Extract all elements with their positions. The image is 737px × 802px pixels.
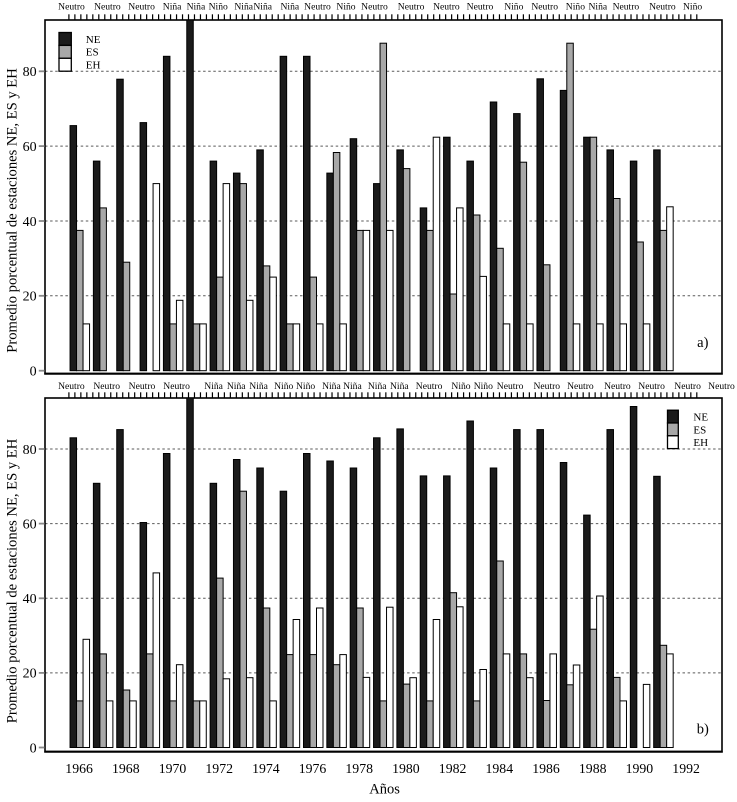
svg-text:Niña: Niña	[588, 1, 607, 12]
svg-text:Neutro: Neutro	[638, 381, 665, 392]
svg-text:Neutro: Neutro	[531, 1, 558, 12]
svg-text:Neutro: Neutro	[649, 1, 676, 12]
svg-text:80: 80	[23, 443, 37, 458]
svg-text:Neutro: Neutro	[567, 381, 594, 392]
svg-text:ES: ES	[693, 424, 706, 436]
svg-text:Neutro: Neutro	[58, 381, 85, 392]
svg-text:60: 60	[23, 140, 37, 155]
svg-text:Niña: Niña	[368, 381, 387, 392]
svg-text:Neutro: Neutro	[604, 381, 631, 392]
svg-text:1988: 1988	[579, 761, 607, 776]
svg-text:Neutro: Neutro	[398, 1, 425, 12]
svg-text:1972: 1972	[205, 761, 233, 776]
svg-text:Neutro: Neutro	[467, 1, 494, 12]
svg-text:1986: 1986	[532, 761, 560, 776]
svg-text:Promedio porcentual de estacio: Promedio porcentual de estaciones NE, ES…	[4, 438, 20, 723]
svg-text:Niña: Niña	[322, 381, 341, 392]
svg-text:Años: Años	[369, 781, 400, 797]
svg-text:Niño: Niño	[451, 381, 470, 392]
svg-text:EH: EH	[86, 60, 101, 72]
svg-text:Neutro: Neutro	[613, 1, 640, 12]
svg-text:Niña: Niña	[204, 381, 223, 392]
svg-text:Neutro: Neutro	[94, 1, 121, 12]
svg-text:Niño: Niño	[209, 1, 228, 12]
svg-text:Niña: Niña	[280, 1, 299, 12]
svg-text:Neutro: Neutro	[163, 381, 190, 392]
svg-text:b): b)	[697, 722, 709, 738]
svg-text:1992: 1992	[672, 761, 700, 776]
svg-text:1968: 1968	[112, 761, 140, 776]
svg-text:Neutro: Neutro	[361, 1, 388, 12]
svg-text:Niña: Niña	[187, 1, 206, 12]
svg-text:Niña: Niña	[390, 381, 409, 392]
svg-text:60: 60	[23, 517, 37, 532]
svg-text:Neutro: Neutro	[304, 1, 331, 12]
svg-text:40: 40	[23, 592, 37, 607]
svg-text:Neutro: Neutro	[533, 381, 560, 392]
svg-text:Niño: Niño	[336, 1, 355, 12]
svg-text:1974: 1974	[252, 761, 280, 776]
svg-text:0: 0	[30, 365, 37, 380]
svg-text:20: 20	[23, 667, 37, 682]
svg-text:Niña: Niña	[253, 1, 272, 12]
svg-text:1966: 1966	[65, 761, 93, 776]
svg-text:1982: 1982	[439, 761, 467, 776]
svg-text:Niño: Niño	[504, 1, 523, 12]
svg-text:Niño: Niño	[296, 381, 315, 392]
svg-text:Neutro: Neutro	[433, 1, 460, 12]
svg-text:Niña: Niña	[343, 381, 362, 392]
svg-text:Neutro: Neutro	[129, 381, 156, 392]
svg-text:NE: NE	[693, 412, 708, 424]
svg-text:Neutro: Neutro	[497, 381, 524, 392]
svg-text:Niña: Niña	[249, 381, 268, 392]
svg-text:20: 20	[23, 290, 37, 305]
svg-text:Neutro: Neutro	[58, 1, 85, 12]
svg-text:Niña: Niña	[234, 1, 253, 12]
svg-text:Promedio porcentual de estacio: Promedio porcentual de estaciones NE, ES…	[4, 68, 20, 353]
svg-text:Neutro: Neutro	[708, 381, 735, 392]
svg-text:1990: 1990	[626, 761, 654, 776]
svg-text:Niño: Niño	[683, 1, 702, 12]
svg-text:1980: 1980	[392, 761, 420, 776]
svg-text:Niño: Niño	[474, 381, 493, 392]
svg-text:Niña: Niña	[163, 1, 182, 12]
svg-text:Neutro: Neutro	[93, 381, 120, 392]
svg-text:Neutro: Neutro	[128, 1, 155, 12]
svg-text:80: 80	[23, 65, 37, 80]
svg-text:Neutro: Neutro	[416, 381, 443, 392]
svg-text:Niño: Niño	[566, 1, 585, 12]
svg-text:1984: 1984	[486, 761, 514, 776]
svg-text:0: 0	[30, 741, 37, 756]
svg-text:Neutro: Neutro	[674, 381, 701, 392]
svg-text:ES: ES	[86, 47, 99, 59]
svg-text:1970: 1970	[159, 761, 187, 776]
svg-text:40: 40	[23, 215, 37, 230]
svg-text:EH: EH	[693, 437, 708, 449]
svg-text:1976: 1976	[299, 761, 327, 776]
svg-text:NE: NE	[86, 34, 101, 46]
svg-text:Niño: Niño	[274, 381, 293, 392]
svg-text:Niña: Niña	[227, 381, 246, 392]
svg-text:a): a)	[697, 335, 708, 351]
svg-text:1978: 1978	[345, 761, 373, 776]
